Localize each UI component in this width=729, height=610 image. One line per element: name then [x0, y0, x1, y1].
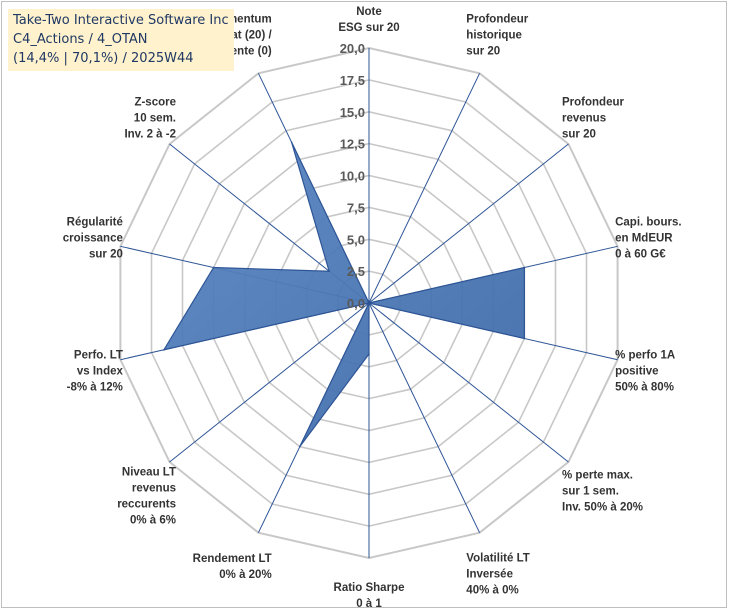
axis-label-line: Profondeur — [466, 14, 528, 26]
tick-label: 12,5 — [340, 137, 365, 152]
axis-label-line: 40% à 0% — [466, 584, 518, 596]
tick-label: 5,0 — [347, 232, 365, 247]
data-point — [523, 337, 526, 340]
radar-tick-labels: 0,0 2,5 5,0 7,5 10,0 12,5 15,0 17,5 20,0 — [340, 41, 365, 311]
axis-label: % perfo 1A positive 50% à 80% — [615, 350, 675, 394]
axis-label: % perte max. sur 1 sem. Inv. 50% à 20% — [562, 469, 643, 513]
axis-spoke — [368, 143, 569, 304]
axis-label: Rendement LT 0% à 20% — [193, 553, 272, 581]
axis-label-line: Z-score — [134, 97, 176, 109]
axis-label: Capi. bours. en MdEUR 0 à 60 G€ — [615, 217, 681, 261]
axis-label-line: -8% à 12% — [67, 382, 123, 394]
tick-label: 0,0 — [347, 296, 365, 311]
data-point — [163, 349, 165, 351]
data-point — [368, 302, 370, 304]
axis-label-line: Inv. 50% à 20% — [562, 501, 643, 513]
title-company: Take-Two Interactive Software Inc — [13, 13, 229, 28]
axis-label-line: Capi. bours. — [615, 217, 681, 229]
axis-spoke — [368, 302, 569, 463]
axis-label: Note ESG sur 20 — [338, 6, 399, 34]
data-point — [212, 266, 215, 269]
axis-label-line: revenus — [132, 482, 176, 494]
axis-label: Profondeur historique sur 20 — [466, 14, 528, 58]
axis-label: Ratio Sharpe 0 à 1 — [334, 582, 405, 610]
tick-label: 10,0 — [340, 169, 365, 184]
axis-label-line: Niveau LT — [122, 466, 176, 478]
axis-label-line: revenus — [562, 113, 606, 125]
radar-axis-labels: Note ESG sur 20 Profondeur historique sur 20… — [63, 6, 682, 610]
axis-label-line: % perte max. — [562, 469, 633, 481]
tick-label: 7,5 — [347, 200, 365, 215]
tick-label: 20,0 — [340, 41, 365, 56]
tick-label: 2,5 — [347, 264, 365, 279]
radar-series — [162, 141, 526, 448]
axis-label: Niveau LT revenus reccurents 0% à 6% — [117, 466, 176, 526]
axis-label-line: % perfo 1A — [615, 350, 675, 362]
axis-label: Régularité croissance sur 20 — [63, 217, 123, 261]
tick-label: 15,0 — [340, 105, 365, 120]
axis-label-line: Note — [356, 6, 382, 18]
data-point — [523, 266, 526, 269]
axis-label-line: ESG sur 20 — [338, 22, 399, 34]
axis-spoke — [368, 73, 481, 304]
axis-label-line: sur 1 sem. — [562, 485, 619, 497]
title-scores: (14,4% | 70,1%) / 2025W44 — [13, 51, 194, 66]
axis-label-line: reccurents — [117, 498, 176, 510]
data-point — [328, 270, 330, 273]
data-point — [299, 445, 301, 448]
axis-label-line: vs Index — [77, 366, 124, 378]
axis-label-line: Profondeur — [562, 97, 624, 109]
axis-label: Perfo. LT vs Index -8% à 12% — [67, 350, 124, 394]
axis-label-line: historique — [466, 30, 522, 42]
axis-label-line: 0 à 1 — [356, 598, 382, 610]
axis-label-line: Inv. 2 à -2 — [124, 129, 176, 141]
axis-spoke — [368, 302, 481, 533]
axis-label-line: positive — [615, 366, 658, 378]
axis-label-line: en MdEUR — [615, 233, 673, 245]
axis-label-line: 0 à 60 G€ — [615, 249, 666, 261]
axis-label: Z-score 10 sem. Inv. 2 à -2 — [124, 97, 176, 141]
axis-label: Volatilité LT Inversée 40% à 0% — [466, 552, 529, 596]
chart-title-box: Take-Two Interactive Software Inc C4_Act… — [8, 9, 234, 71]
axis-label-line: Vente (0) — [224, 46, 272, 58]
axis-label-line: Inversée — [466, 568, 513, 580]
axis-label-line: sur 20 — [89, 249, 123, 261]
axis-label-line: sur 20 — [562, 129, 596, 141]
tick-label: 17,5 — [340, 73, 365, 88]
axis-label-line: Perfo. LT — [74, 350, 123, 362]
axis-label-line: croissance — [63, 233, 123, 245]
axis-label-line: 0% à 20% — [219, 569, 271, 581]
axis-label-line: 10 sem. — [134, 113, 176, 125]
series-area — [162, 141, 526, 447]
axis-label-line: Rendement LT — [193, 553, 272, 565]
axis-label: Profondeur revenus sur 20 — [562, 97, 624, 141]
axis-label-line: 0% à 6% — [130, 514, 176, 526]
axis-spoke — [169, 302, 370, 463]
axis-label-line: Ratio Sharpe — [334, 582, 405, 594]
axis-label-line: 50% à 80% — [615, 382, 674, 394]
title-category: C4_Actions / 4_OTAN — [13, 32, 148, 47]
data-point — [368, 353, 370, 355]
axis-label-line: Régularité — [67, 217, 123, 229]
axis-label-line: Volatilité LT — [466, 552, 529, 564]
axis-label-line: sur 20 — [466, 46, 500, 58]
data-point — [290, 141, 293, 143]
